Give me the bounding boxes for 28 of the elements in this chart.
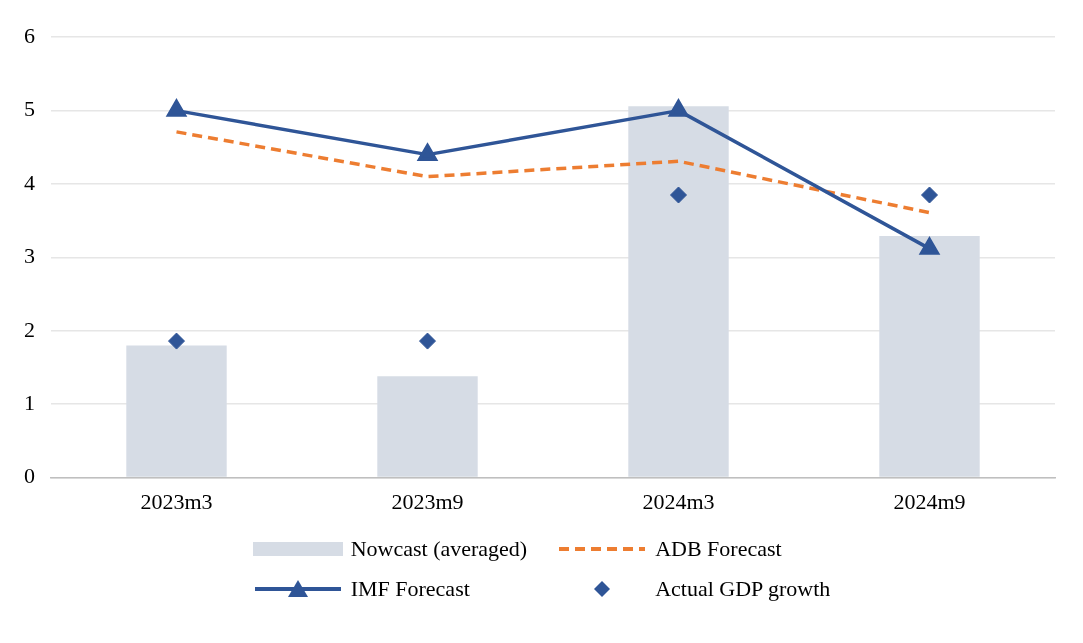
point bbox=[419, 332, 436, 350]
point bbox=[919, 237, 940, 255]
x-tick-label: 2024m3 bbox=[642, 488, 715, 514]
bar bbox=[879, 236, 980, 477]
point bbox=[417, 143, 438, 161]
y-tick-label: 6 bbox=[24, 22, 35, 48]
point bbox=[668, 99, 689, 117]
y-tick-label: 1 bbox=[24, 389, 35, 415]
legend-label: Actual GDP growth bbox=[655, 576, 831, 602]
y-tick-label: 4 bbox=[24, 169, 35, 195]
y-tick-label: 5 bbox=[24, 96, 35, 122]
x-tick-label: 2023m9 bbox=[391, 488, 464, 514]
legend-label: ADB Forecast bbox=[655, 536, 782, 562]
bar bbox=[377, 376, 478, 477]
bar bbox=[628, 106, 729, 477]
point bbox=[168, 332, 185, 350]
legend-label: IMF Forecast bbox=[350, 576, 470, 602]
y-tick-label: 2 bbox=[24, 316, 35, 342]
y-tick-label: 0 bbox=[24, 463, 35, 489]
point bbox=[166, 99, 187, 117]
x-tick-label: 2024m9 bbox=[893, 488, 966, 514]
x-tick-label: 2023m3 bbox=[140, 488, 213, 514]
line-series bbox=[174, 130, 932, 215]
point bbox=[670, 186, 687, 204]
legend-label: Nowcast (averaged) bbox=[350, 536, 528, 562]
y-tick-label: 3 bbox=[24, 243, 35, 269]
bar bbox=[126, 345, 227, 477]
point bbox=[921, 186, 938, 204]
